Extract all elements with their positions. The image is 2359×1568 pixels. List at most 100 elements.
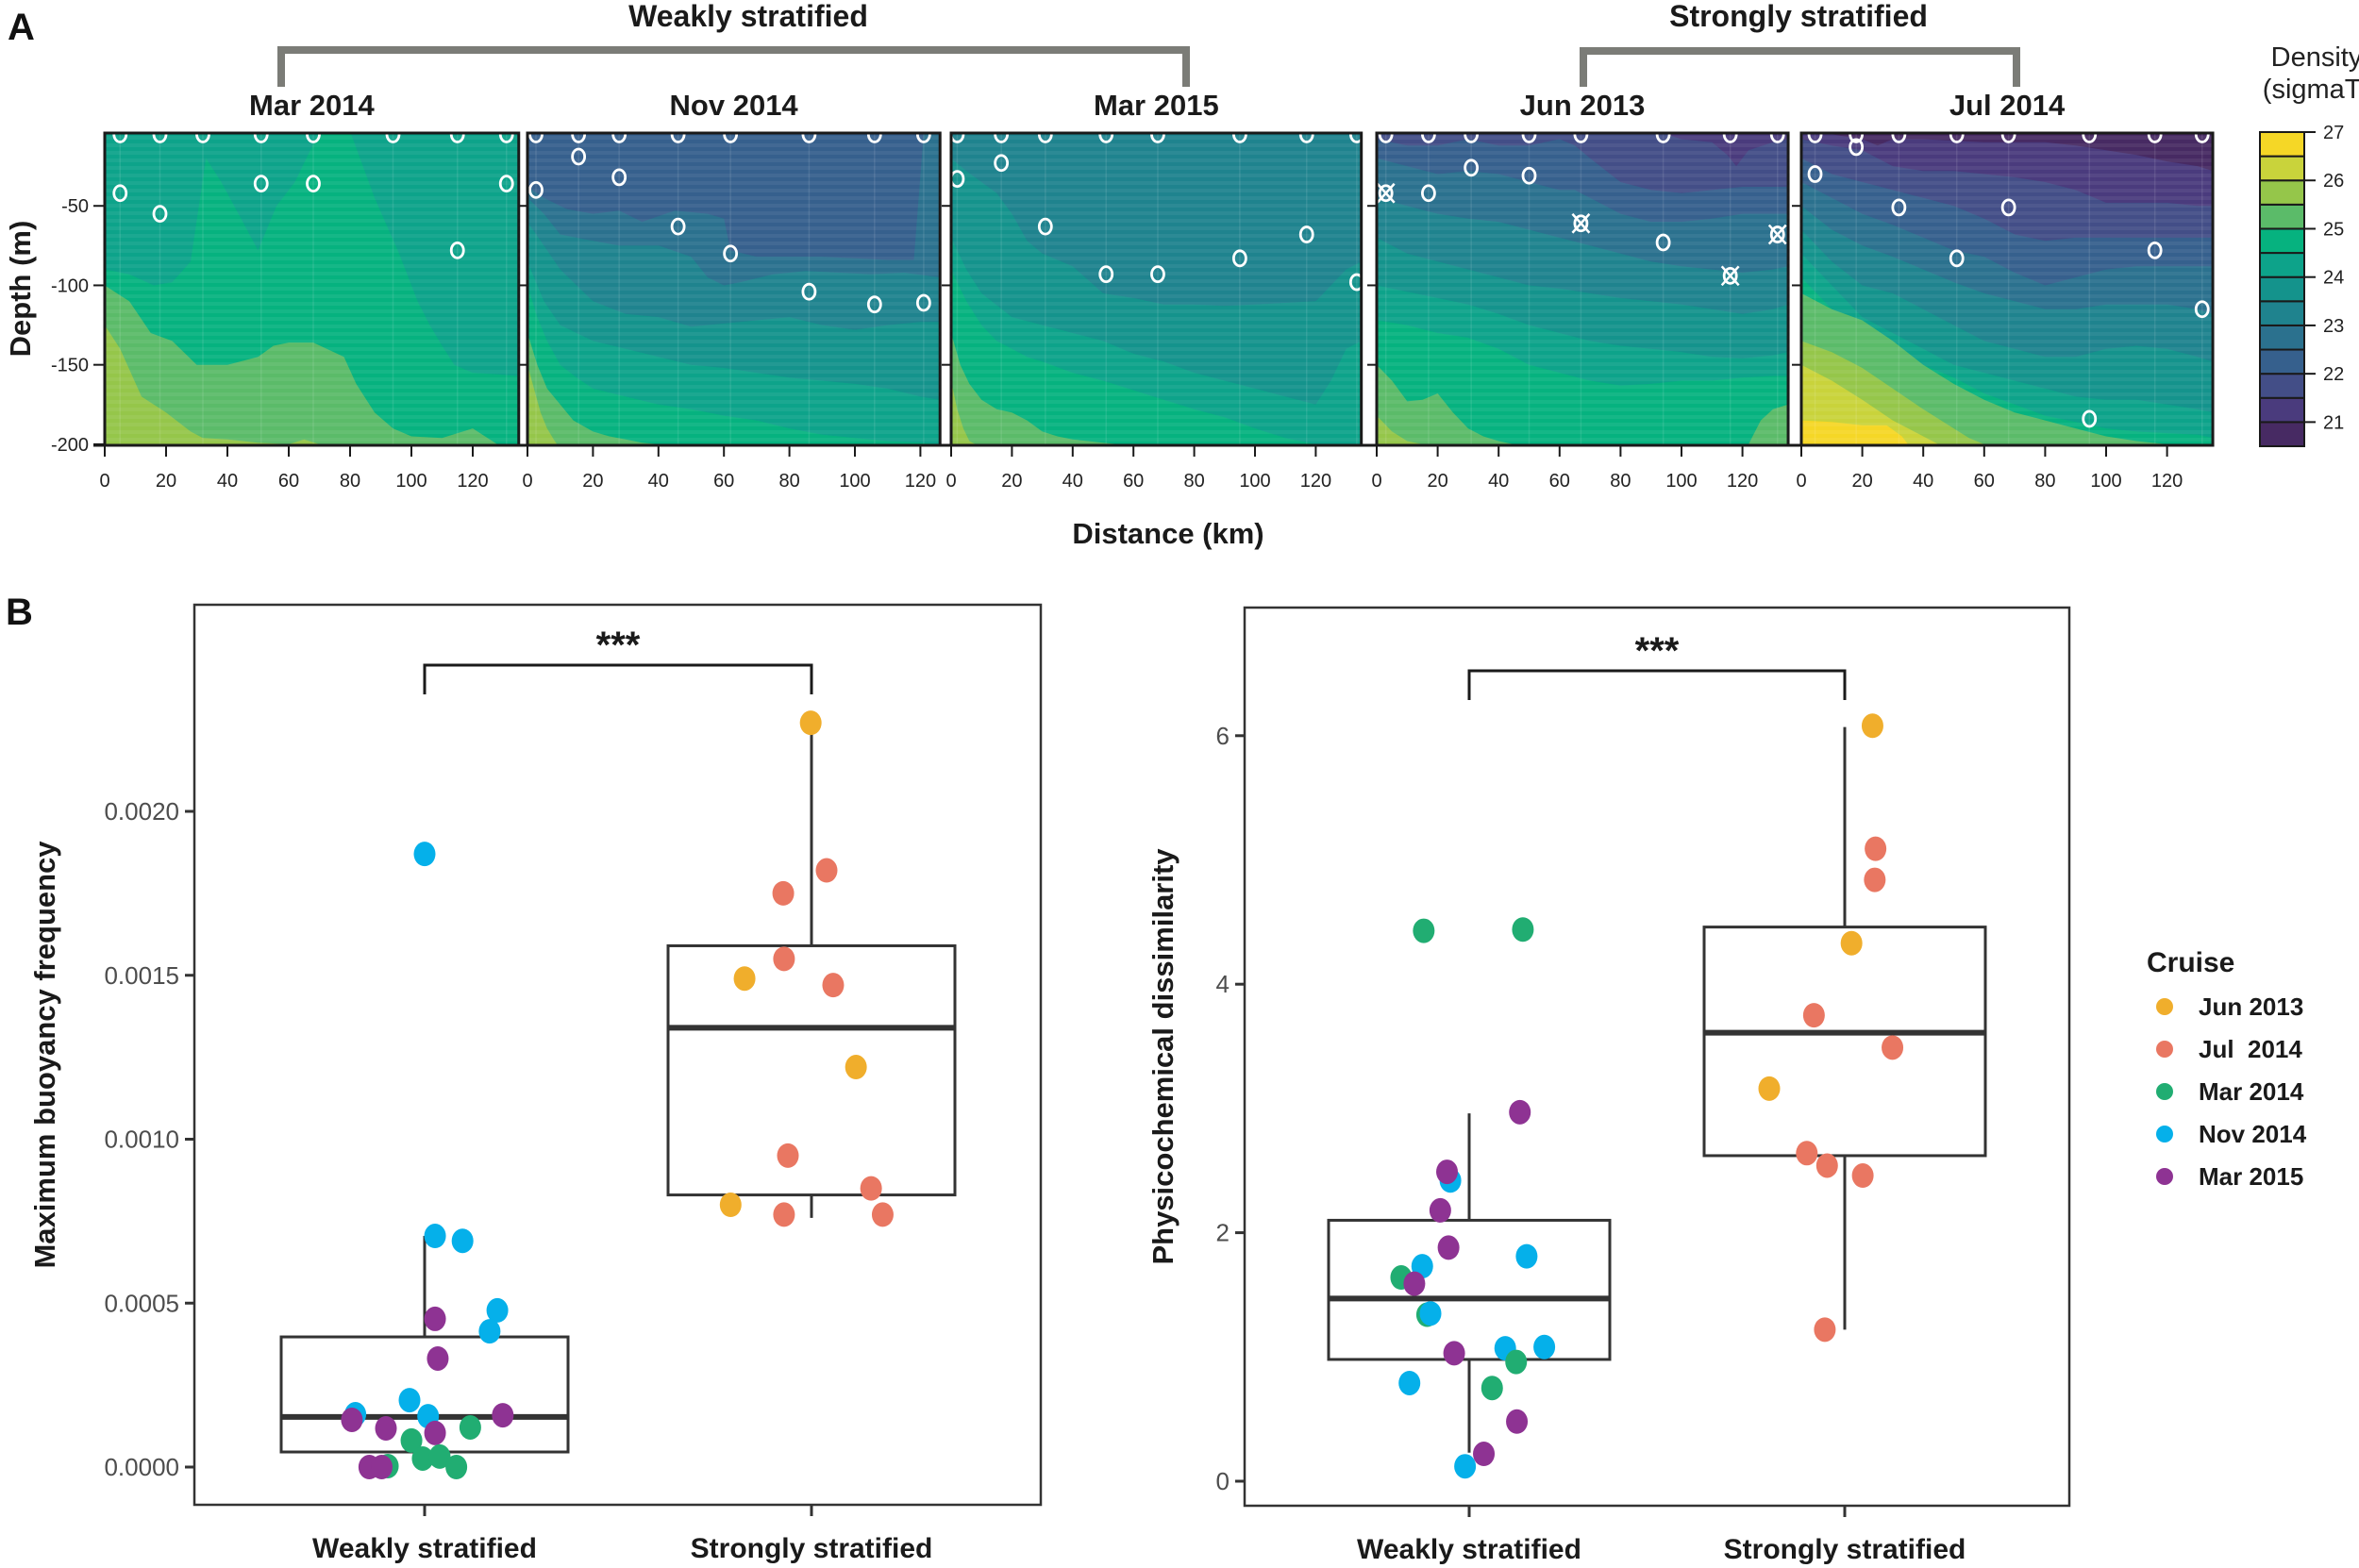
station-marker [152, 205, 168, 224]
legend-item: Nov 2014 [2156, 1120, 2307, 1148]
boxplot-dissimilarity: 0 2 4 6 Physicochemical dissimilarity Weakly … [1146, 606, 2071, 1565]
colorbar-bin [2259, 227, 2305, 255]
station-marker [1807, 165, 1823, 183]
bracket-line-weakly [277, 46, 1190, 87]
data-point [1509, 1099, 1531, 1125]
x-tick-label: 0 [522, 471, 532, 492]
stripe-overlay [527, 133, 941, 445]
data-point [411, 1445, 434, 1471]
y-tick-label: 0.0015 [104, 961, 179, 990]
legend-swatch [2156, 1168, 2173, 1185]
legend-item: Jun 2013 [2156, 993, 2303, 1021]
colorbar-bin [2259, 324, 2305, 351]
distance-axis-title: Distance (km) [1072, 517, 1263, 550]
station-marker [994, 154, 1010, 173]
density-sections: Mar 2014 0 20 40 60 80 100 120 Nov 2014 0 20 40 60 80… [99, 89, 2215, 492]
data-point [424, 1224, 446, 1249]
section-jun-2013: Jun 2013 0 20 40 60 80 100 120 [1367, 89, 1790, 492]
station-marker [611, 168, 627, 187]
data-point [1473, 1442, 1496, 1467]
data-point [1864, 867, 1886, 892]
station-marker [866, 295, 882, 314]
stripe-overlay [1377, 133, 1789, 445]
station-marker [670, 217, 686, 236]
x-tick-label: 80 [778, 471, 799, 492]
station-marker [2194, 300, 2210, 319]
data-point [486, 1297, 509, 1323]
colorbar-bin [2259, 155, 2305, 182]
colorbar-bin [2259, 373, 2305, 399]
legend-title: Cruise [2147, 947, 2234, 978]
data-point [1505, 1349, 1528, 1375]
x-tick-label: 80 [1183, 471, 1204, 492]
station-marker [112, 184, 128, 203]
colorbar-title-line1: Density [2271, 42, 2359, 73]
box-strongly [1702, 726, 1987, 1330]
station-marker [2000, 198, 2016, 217]
y-axis-title: Maximum buoyancy frequency [28, 841, 61, 1269]
plot-frame [1243, 606, 2071, 1508]
significance-bracket [423, 663, 813, 694]
y-tick-label: -150 [51, 356, 89, 376]
stripe-overlay [105, 133, 519, 445]
x-category-label: Strongly stratified [691, 1533, 933, 1564]
data-point [1865, 836, 1887, 861]
station-marker [723, 244, 739, 263]
station-marker [1949, 249, 1965, 268]
data-point [492, 1403, 514, 1428]
station-marker [1421, 184, 1436, 203]
colorbar-bin [2259, 179, 2305, 206]
x-tick-label: 20 [1851, 471, 1872, 492]
x-tick-label: 100 [1239, 471, 1270, 492]
y-tick-label: 0.0020 [104, 797, 179, 826]
y-tick-label: 0.0000 [104, 1453, 179, 1481]
box-iqr [1702, 926, 1987, 1158]
x-tick-label: 60 [1549, 471, 1570, 492]
data-point [773, 946, 795, 972]
x-tick-label: 40 [1913, 471, 1933, 492]
colorbar-tick-label: 23 [2323, 316, 2344, 337]
y-tick-label: 0.0010 [104, 1126, 179, 1154]
data-point [398, 1388, 421, 1413]
station-marker [1298, 225, 1314, 243]
x-category-label: Strongly stratified [1724, 1534, 1966, 1565]
colorbar-bin [2259, 252, 2305, 278]
section-title: Mar 2014 [249, 89, 375, 122]
legend-item: Mar 2015 [2156, 1162, 2303, 1191]
x-tick-label: 80 [340, 471, 360, 492]
data-point [860, 1176, 882, 1201]
x-tick-label: 100 [395, 471, 427, 492]
data-point [1437, 1235, 1460, 1260]
x-tick-label: 80 [2034, 471, 2055, 492]
station-marker [915, 293, 931, 312]
group-title-strongly: Strongly stratified [1669, 0, 1928, 33]
data-point [1419, 1301, 1442, 1326]
legend-label: Jun 2013 [2199, 993, 2303, 1021]
data-point [871, 1202, 894, 1227]
bracket-line-strongly [1580, 47, 2020, 87]
x-tick-label: 60 [713, 471, 734, 492]
colorbar-title-line2: (sigmaT) [2263, 75, 2359, 105]
data-point [822, 973, 845, 998]
box-strongly [666, 723, 957, 1218]
section-field [951, 133, 1362, 445]
data-point [1851, 1163, 1874, 1189]
data-point [777, 1143, 799, 1168]
legend-swatch [2156, 998, 2173, 1015]
section-field [1801, 133, 2214, 445]
section-title: Jun 2013 [1520, 89, 1646, 122]
colorbar-bin [2259, 421, 2305, 447]
station-marker [449, 241, 465, 259]
significance-bracket [1467, 669, 1847, 700]
x-tick-label: 40 [217, 471, 238, 492]
data-point [478, 1319, 501, 1344]
section-field [105, 133, 519, 445]
section-mar-2014: Mar 2014 0 20 40 60 80 100 120 [99, 89, 521, 492]
legend-label: Jul 2014 [2199, 1035, 2302, 1063]
x-tick-label: 40 [648, 471, 669, 492]
data-point [427, 1345, 449, 1371]
colorbar-tick-label: 27 [2323, 123, 2344, 143]
colorbar: Density (sigmaT) 27 26 25 24 23 22 21 [2259, 42, 2359, 447]
colorbar-bin [2259, 203, 2305, 230]
section-title: Jul 2014 [1949, 89, 2066, 122]
